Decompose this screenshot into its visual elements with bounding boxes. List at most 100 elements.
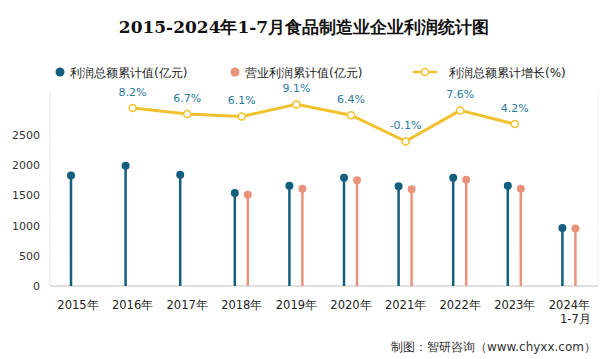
x-tick-label: 2017年 xyxy=(167,298,208,312)
legend-marker xyxy=(56,68,65,77)
footer: 制图：智研咨询（www.chyxx.com） xyxy=(391,340,596,354)
line-marker xyxy=(129,105,136,112)
y-tick-label: 2500 xyxy=(12,129,40,142)
lollipop xyxy=(504,182,512,286)
lollipop xyxy=(176,171,184,286)
lollipop xyxy=(285,182,293,286)
y2-axis-line xyxy=(598,93,599,286)
lollipop xyxy=(395,182,403,286)
line-marker xyxy=(293,101,300,108)
x-tick-label: 2019年 xyxy=(276,298,317,312)
marker xyxy=(340,174,348,182)
lollipop xyxy=(122,162,130,286)
lollipop xyxy=(298,185,306,286)
y-tick-label: 0 xyxy=(33,280,40,293)
marker xyxy=(571,225,579,233)
lollipop xyxy=(558,224,566,286)
marker xyxy=(244,191,252,199)
x-tick-label: 2020年 xyxy=(330,298,371,312)
stem xyxy=(70,175,73,286)
legend-label: 营业利润累计值(亿元) xyxy=(245,66,362,80)
marker xyxy=(353,176,361,184)
y-tick-label: 500 xyxy=(19,250,40,263)
legend-label: 利润总额累计增长(%) xyxy=(449,66,566,80)
legend: 利润总额累计值(亿元) 营业利润累计值(亿元) 利润总额累计增长(%) xyxy=(56,66,566,80)
growth-line xyxy=(133,104,515,141)
x-tick-label-part: 1-7月 xyxy=(560,312,591,326)
line-marker xyxy=(402,138,409,145)
stem xyxy=(179,175,182,286)
stem xyxy=(561,228,564,286)
marks xyxy=(67,101,579,286)
lollipop xyxy=(67,171,75,286)
stem xyxy=(234,193,237,286)
stem xyxy=(465,180,468,286)
lollipop xyxy=(408,185,416,286)
marker xyxy=(517,185,525,193)
marker xyxy=(449,174,457,182)
title: 2015-2024年1-7月食品制造业企业利润统计图 xyxy=(119,17,489,37)
data-label: 6.4% xyxy=(337,93,365,106)
lollipop xyxy=(231,189,239,286)
x-tick-label-part: 2024年 xyxy=(549,298,590,312)
marker xyxy=(298,185,306,193)
lollipop xyxy=(449,174,457,286)
marker xyxy=(395,182,403,190)
marker xyxy=(122,162,130,170)
labels: 8.2% 6.7% 6.1% 9.1% 6.4% -0.1% 7.6% 4.2% xyxy=(119,82,529,132)
stem xyxy=(247,195,250,286)
y-axis-line xyxy=(50,93,51,286)
x-tick-label: 2023年 xyxy=(494,298,535,312)
stem xyxy=(410,189,413,286)
legend-marker xyxy=(231,68,240,77)
stem xyxy=(397,186,400,286)
stem xyxy=(288,186,291,286)
data-label: 9.1% xyxy=(282,82,310,95)
data-label: -0.1% xyxy=(390,119,422,132)
lollipop xyxy=(244,191,252,286)
data-label: 8.2% xyxy=(119,86,147,99)
line-marker xyxy=(457,107,464,114)
stem xyxy=(343,178,346,286)
y-tick-label: 1000 xyxy=(12,220,40,233)
marker xyxy=(462,176,470,184)
x-tick-label: 2022年 xyxy=(440,298,481,312)
legend-label: 利润总额累计值(亿元) xyxy=(70,66,187,80)
lollipop xyxy=(571,225,579,286)
y-tick-label: 2000 xyxy=(12,159,40,172)
x-axis-line xyxy=(50,286,598,287)
stem xyxy=(356,180,359,286)
marker xyxy=(231,189,239,197)
lollipop xyxy=(462,176,470,286)
stem xyxy=(507,186,510,286)
marker xyxy=(558,224,566,232)
stem xyxy=(452,178,455,286)
marker xyxy=(67,171,75,179)
marker xyxy=(285,182,293,190)
x-tick-label: 2024年1-7月 xyxy=(549,298,591,326)
x-tick-label: 2021年 xyxy=(385,298,426,312)
lollipop xyxy=(340,174,348,286)
data-label: 7.6% xyxy=(446,88,474,101)
stem xyxy=(301,189,304,286)
lollipop xyxy=(517,185,525,286)
marker xyxy=(408,185,416,193)
data-label: 4.2% xyxy=(501,102,529,115)
x-tick-label: 2018年 xyxy=(221,298,262,312)
legend-marker xyxy=(422,69,429,76)
stem xyxy=(520,189,523,286)
lollipop xyxy=(353,176,361,286)
data-label: 6.1% xyxy=(228,94,256,107)
y-tick-label: 1500 xyxy=(12,189,40,202)
marker xyxy=(504,182,512,190)
x-tick-label: 2015年 xyxy=(57,298,98,312)
line-marker xyxy=(238,113,245,120)
stem xyxy=(574,229,577,286)
line-marker xyxy=(511,121,518,128)
data-label: 6.7% xyxy=(173,92,201,105)
marker xyxy=(176,171,184,179)
line-marker xyxy=(348,112,355,119)
stem xyxy=(124,166,127,286)
x-tick-label: 2016年 xyxy=(112,298,153,312)
chart: 2015-2024年1-7月食品制造业企业利润统计图利润总额累计值(亿元) 营业利… xyxy=(0,0,608,359)
